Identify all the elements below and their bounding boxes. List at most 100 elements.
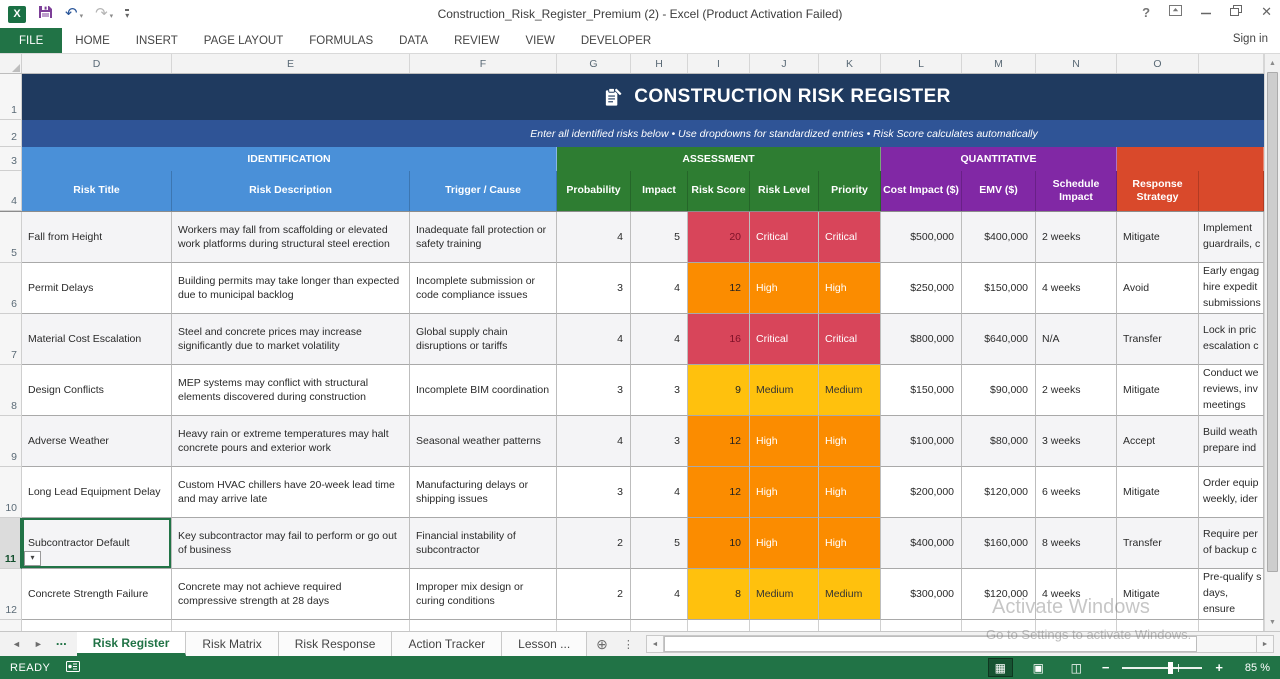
- column-header-l[interactable]: L: [881, 54, 962, 73]
- more-sheets-icon[interactable]: ...: [55, 633, 67, 648]
- cell-overflow-column[interactable]: Require per of backup c: [1199, 518, 1264, 569]
- cell-risk-title[interactable]: Concrete Strength Failure: [22, 569, 172, 620]
- cell-probability[interactable]: 2: [557, 518, 631, 569]
- sheet-tab-risk-response[interactable]: Risk Response: [278, 632, 393, 656]
- column-title-trigger-cause[interactable]: Trigger / Cause: [410, 171, 557, 211]
- cell-schedule-impact[interactable]: 3 weeks: [1036, 416, 1117, 467]
- cell-emv[interactable]: $150,000: [962, 263, 1036, 314]
- zoom-percentage[interactable]: 85 %: [1244, 661, 1270, 674]
- section-header-unlabeled[interactable]: [1117, 147, 1264, 171]
- row-header-2[interactable]: 2: [0, 120, 22, 147]
- column-header-n[interactable]: N: [1036, 54, 1117, 73]
- cell-cost-impact[interactable]: $300,000: [881, 569, 962, 620]
- cell-impact[interactable]: 4: [631, 314, 688, 365]
- cell-emv[interactable]: $120,000: [962, 569, 1036, 620]
- cell-priority[interactable]: High: [819, 416, 881, 467]
- section-header-quantitative[interactable]: QUANTITATIVE: [881, 147, 1117, 171]
- cell-probability[interactable]: 2: [557, 569, 631, 620]
- column-title-impact[interactable]: Impact: [631, 171, 688, 211]
- cell-priority[interactable]: Critical: [819, 314, 881, 365]
- cell-impact[interactable]: 4: [631, 569, 688, 620]
- cell-probability[interactable]: 3: [557, 365, 631, 416]
- cell-overflow-column[interactable]: Implement guardrails, c: [1199, 212, 1264, 263]
- cell-probability[interactable]: 4: [557, 314, 631, 365]
- cell-risk-description[interactable]: MEP systems may conflict with structural…: [172, 365, 410, 416]
- cell-trigger-cause[interactable]: Inadequate fall protection or safety tra…: [410, 212, 557, 263]
- column-title-risk-score[interactable]: Risk Score: [688, 171, 750, 211]
- page-layout-view-icon[interactable]: ▣: [1032, 660, 1044, 675]
- cell-priority[interactable]: High: [819, 518, 881, 569]
- ribbon-tab-home[interactable]: HOME: [75, 34, 110, 47]
- column-title-emv[interactable]: EMV ($): [962, 171, 1036, 211]
- cell-cost-impact[interactable]: $800,000: [881, 314, 962, 365]
- cell-priority[interactable]: High: [819, 467, 881, 518]
- cell-cost-impact[interactable]: $400,000: [881, 518, 962, 569]
- row-header-11[interactable]: 11: [0, 518, 22, 569]
- row-header-3[interactable]: 3: [0, 147, 22, 171]
- ribbon-tab-file[interactable]: FILE: [0, 28, 63, 53]
- cell-risk-title[interactable]: Fall from Height: [22, 212, 172, 263]
- empty-cell[interactable]: [750, 620, 819, 631]
- column-header-g[interactable]: G: [557, 54, 631, 73]
- scroll-down-icon[interactable]: ▼: [1269, 618, 1276, 626]
- cell-impact[interactable]: 4: [631, 263, 688, 314]
- row-header-13[interactable]: [0, 620, 22, 631]
- cell-impact[interactable]: 5: [631, 212, 688, 263]
- cell-probability[interactable]: 4: [557, 212, 631, 263]
- empty-cell[interactable]: [819, 620, 881, 631]
- horizontal-scroll-thumb[interactable]: [663, 636, 1197, 652]
- column-header-e[interactable]: E: [172, 54, 410, 73]
- zoom-in-button[interactable]: +: [1215, 660, 1223, 675]
- cell-cost-impact[interactable]: $150,000: [881, 365, 962, 416]
- cell-schedule-impact[interactable]: 4 weeks: [1036, 569, 1117, 620]
- cell-risk-level[interactable]: High: [750, 416, 819, 467]
- cell-emv[interactable]: $90,000: [962, 365, 1036, 416]
- cell-response-strategy[interactable]: Avoid: [1117, 263, 1199, 314]
- sheet-tab-action-tracker[interactable]: Action Tracker: [392, 632, 503, 656]
- close-button[interactable]: ✕: [1261, 4, 1272, 19]
- cell-trigger-cause[interactable]: Financial instability of subcontractor: [410, 518, 557, 569]
- cell-risk-level[interactable]: Medium: [750, 569, 819, 620]
- horizontal-scroll-track[interactable]: [663, 635, 1256, 653]
- restore-button[interactable]: [1230, 3, 1243, 21]
- cell-risk-score[interactable]: 8: [688, 569, 750, 620]
- column-header-d[interactable]: D: [22, 54, 172, 73]
- empty-cell[interactable]: [410, 620, 557, 631]
- tab-scroll-left-icon[interactable]: ◄: [12, 639, 21, 649]
- cell-overflow-column[interactable]: Early engag hire expedit submissions: [1199, 263, 1264, 314]
- title-banner-cell[interactable]: CONSTRUCTION RISK REGISTER: [22, 74, 1264, 120]
- instruction-banner-cell[interactable]: Enter all identified risks below • Use d…: [22, 120, 1264, 147]
- cell-priority[interactable]: High: [819, 263, 881, 314]
- ribbon-tab-insert[interactable]: INSERT: [135, 34, 178, 47]
- empty-cell[interactable]: [172, 620, 410, 631]
- cell-emv[interactable]: $640,000: [962, 314, 1036, 365]
- cell-response-strategy[interactable]: Mitigate: [1117, 569, 1199, 620]
- tab-divider-dots[interactable]: ⋮: [622, 638, 634, 651]
- column-header-o[interactable]: O: [1117, 54, 1199, 73]
- zoom-slider[interactable]: [1122, 661, 1203, 674]
- cell-emv[interactable]: $400,000: [962, 212, 1036, 263]
- cell-overflow-column[interactable]: Conduct we reviews, inv meetings: [1199, 365, 1264, 416]
- cell-trigger-cause[interactable]: Incomplete BIM coordination: [410, 365, 557, 416]
- column-title-schedule-impact[interactable]: Schedule Impact: [1036, 171, 1117, 211]
- row-header-7[interactable]: 7: [0, 314, 22, 365]
- scroll-right-icon[interactable]: ►: [1256, 635, 1274, 653]
- row-header-12[interactable]: 12: [0, 569, 22, 620]
- cell-schedule-impact[interactable]: N/A: [1036, 314, 1117, 365]
- cell-risk-level[interactable]: High: [750, 518, 819, 569]
- cell-priority[interactable]: Medium: [819, 569, 881, 620]
- cell-schedule-impact[interactable]: 2 weeks: [1036, 365, 1117, 416]
- scroll-up-icon[interactable]: ▲: [1269, 59, 1276, 67]
- cell-schedule-impact[interactable]: 8 weeks: [1036, 518, 1117, 569]
- empty-cell[interactable]: [1036, 620, 1117, 631]
- cell-response-strategy[interactable]: Transfer: [1117, 314, 1199, 365]
- cell-emv[interactable]: $160,000: [962, 518, 1036, 569]
- cell-trigger-cause[interactable]: Manufacturing delays or shipping issues: [410, 467, 557, 518]
- column-title-risk-title[interactable]: Risk Title: [22, 171, 172, 211]
- cell-trigger-cause[interactable]: Improper mix design or curing conditions: [410, 569, 557, 620]
- section-header-identification[interactable]: IDENTIFICATION: [22, 147, 557, 171]
- cell-cost-impact[interactable]: $200,000: [881, 467, 962, 518]
- cell-trigger-cause[interactable]: Incomplete submission or code compliance…: [410, 263, 557, 314]
- ribbon-tab-formulas[interactable]: FORMULAS: [309, 34, 374, 47]
- row-header-4[interactable]: 4: [0, 171, 22, 211]
